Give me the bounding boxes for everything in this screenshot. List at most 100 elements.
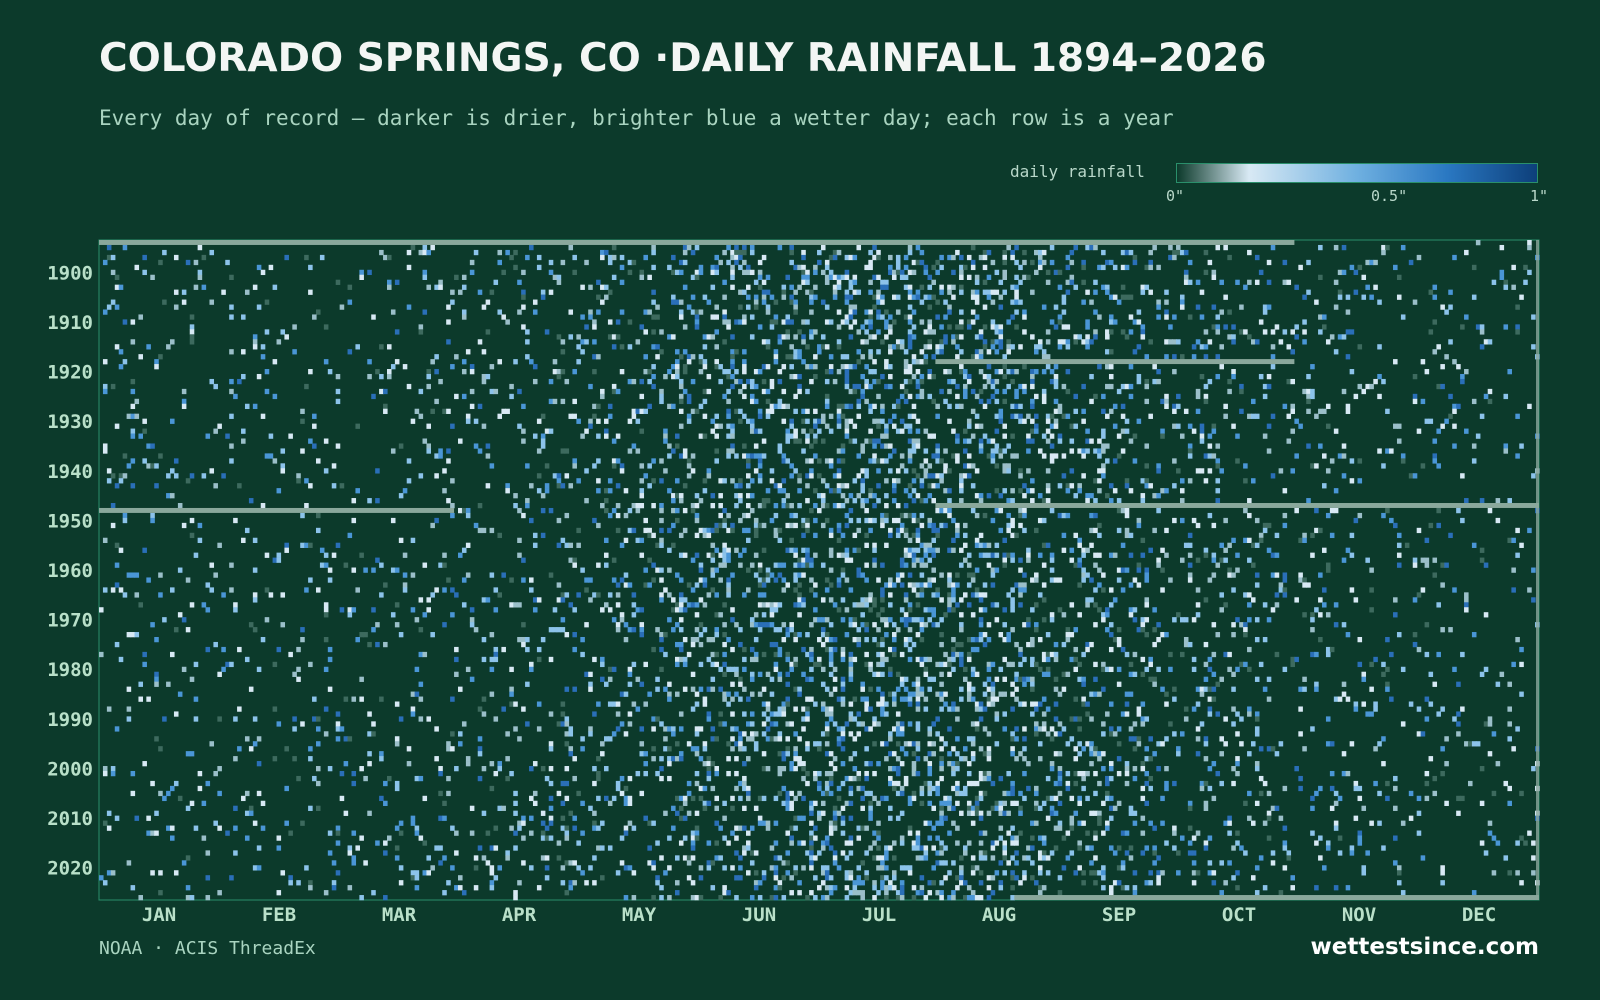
day-cell <box>947 577 952 583</box>
day-cell <box>868 661 873 668</box>
day-cell <box>765 488 771 494</box>
day-cell <box>1124 507 1130 514</box>
day-cell <box>809 299 814 305</box>
day-cell <box>824 274 830 280</box>
day-cell <box>840 354 846 360</box>
day-cell <box>383 388 388 395</box>
day-cell <box>777 711 783 717</box>
day-cell <box>323 612 329 618</box>
day-cell <box>1077 542 1082 548</box>
day-cell <box>197 244 203 251</box>
day-cell <box>1353 289 1359 295</box>
day-cell <box>1314 299 1319 305</box>
day-cell <box>864 264 869 271</box>
day-cell <box>872 562 877 568</box>
day-cell <box>978 597 984 603</box>
day-cell <box>1195 304 1201 310</box>
day-cell <box>469 388 475 395</box>
day-cell <box>943 448 948 454</box>
day-cell <box>749 617 755 623</box>
day-cell <box>461 393 467 400</box>
day-cell <box>722 542 727 548</box>
day-cell <box>603 428 609 434</box>
day-cell <box>730 373 735 380</box>
day-cell <box>891 294 897 300</box>
day-cell <box>970 671 976 677</box>
day-cell <box>817 344 822 350</box>
day-cell <box>1128 438 1134 444</box>
day-cell <box>122 359 128 365</box>
day-cell <box>1251 597 1256 603</box>
day-cell <box>903 284 909 290</box>
day-cell <box>730 433 735 439</box>
day-cell <box>1262 304 1268 310</box>
day-cell <box>888 264 893 271</box>
day-cell <box>509 666 514 673</box>
day-cell <box>607 289 613 295</box>
day-cell <box>678 383 684 390</box>
day-cell <box>1037 344 1043 350</box>
day-cell <box>781 562 787 568</box>
day-cell <box>1357 478 1363 484</box>
day-cell <box>1140 537 1146 543</box>
day-cell <box>1231 686 1236 692</box>
day-cell <box>982 403 988 410</box>
day-cell <box>1105 259 1110 266</box>
day-cell <box>1373 706 1378 712</box>
day-cell <box>1452 408 1457 414</box>
day-cell <box>367 731 372 737</box>
day-cell <box>343 736 349 742</box>
day-cell <box>540 438 546 444</box>
day-cell <box>840 503 846 509</box>
day-cell <box>706 711 712 717</box>
day-cell <box>966 453 972 459</box>
day-cell <box>1148 339 1153 345</box>
day-cell <box>888 691 893 697</box>
day-cell <box>323 468 329 474</box>
day-cell <box>734 369 739 375</box>
day-cell <box>1199 289 1205 295</box>
day-cell <box>1018 344 1023 350</box>
day-cell <box>296 646 301 653</box>
day-cell <box>990 701 996 707</box>
day-cell <box>367 373 372 380</box>
day-cell <box>1108 646 1114 653</box>
day-cell <box>371 731 376 737</box>
day-cell <box>935 403 940 410</box>
day-cell <box>667 453 672 459</box>
day-cell <box>836 488 842 494</box>
day-cell <box>860 483 865 489</box>
day-cell <box>1034 423 1039 429</box>
day-cell <box>1164 339 1169 345</box>
day-cell <box>189 314 195 320</box>
day-cell <box>1018 413 1023 419</box>
day-cell <box>820 418 826 424</box>
day-cell <box>820 299 826 305</box>
day-cell <box>572 398 577 405</box>
day-cell <box>315 726 321 732</box>
day-cell <box>1424 369 1430 375</box>
day-cell <box>1357 661 1363 668</box>
day-cell <box>560 537 566 543</box>
day-cell <box>797 582 802 588</box>
day-cell <box>836 284 842 290</box>
day-cell <box>1010 488 1015 494</box>
day-cell <box>765 622 771 628</box>
day-cell <box>1389 448 1394 454</box>
day-cell <box>1337 289 1343 295</box>
day-cell <box>848 493 854 499</box>
day-cell <box>1089 438 1094 444</box>
day-cell <box>990 299 996 305</box>
day-cell <box>1310 364 1315 370</box>
day-cell <box>1152 378 1157 385</box>
day-cell <box>891 726 897 732</box>
day-cell <box>726 512 731 519</box>
day-cell <box>150 512 155 519</box>
day-cell <box>355 587 360 593</box>
day-cell <box>1499 269 1505 276</box>
day-cell <box>1286 378 1292 385</box>
day-cell <box>1183 249 1189 256</box>
day-cell <box>1057 319 1063 325</box>
day-cell <box>990 259 996 266</box>
day-cell <box>753 636 759 643</box>
